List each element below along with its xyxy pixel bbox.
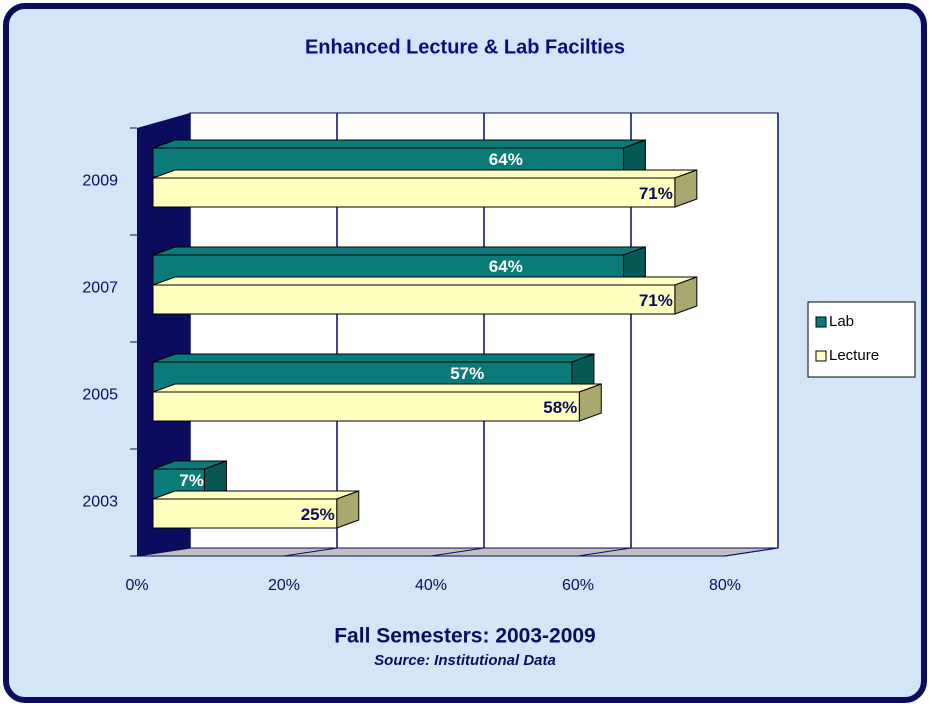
bar-face (152, 383, 602, 393)
bar-face (152, 353, 595, 363)
legend-swatch (815, 350, 827, 362)
legend-label: Lecture (829, 347, 879, 364)
floor-line (283, 547, 338, 557)
y-tick-label: 2009 (82, 173, 118, 190)
floor-line (577, 547, 632, 557)
data-label: 71% (639, 184, 673, 203)
data-label: 7% (179, 471, 204, 490)
data-label: 71% (639, 291, 673, 310)
bar-face (152, 490, 359, 500)
legend-label: Lab (829, 313, 854, 330)
bar (152, 490, 360, 529)
bar-face (152, 391, 580, 422)
bar-face (152, 169, 698, 179)
bar-face (152, 498, 338, 529)
bar-face (152, 139, 646, 149)
bar-face (152, 276, 698, 286)
source-note: Source: Institutional Data (374, 652, 556, 669)
x-tick-label: 0% (125, 577, 148, 594)
data-label: 58% (543, 398, 577, 417)
bar-face (152, 177, 676, 208)
data-label: 64% (489, 150, 523, 169)
y-tick-label: 2007 (82, 280, 118, 297)
x-axis-title: Fall Semesters: 2003-2009 (334, 625, 596, 648)
legend-swatch (815, 316, 827, 328)
floor-line (430, 547, 485, 557)
legend-box (807, 301, 916, 378)
bar (152, 383, 602, 422)
bar (152, 276, 698, 315)
data-label: 57% (450, 364, 484, 383)
x-tick-label: 80% (709, 577, 741, 594)
floor-line (724, 547, 779, 557)
bar-face (152, 284, 676, 315)
side-wall (137, 113, 190, 556)
bar-face (152, 246, 646, 256)
data-label: 64% (489, 257, 523, 276)
chart-title: Enhanced Lecture & Lab Facilties (305, 36, 625, 58)
x-tick-label: 40% (415, 577, 447, 594)
y-tick-label: 2005 (82, 387, 118, 404)
y-tick-label: 2003 (82, 494, 118, 511)
bar (152, 169, 698, 208)
data-label: 25% (301, 505, 335, 524)
x-tick-label: 20% (268, 577, 300, 594)
floor-line (136, 547, 191, 557)
x-tick-label: 60% (562, 577, 594, 594)
